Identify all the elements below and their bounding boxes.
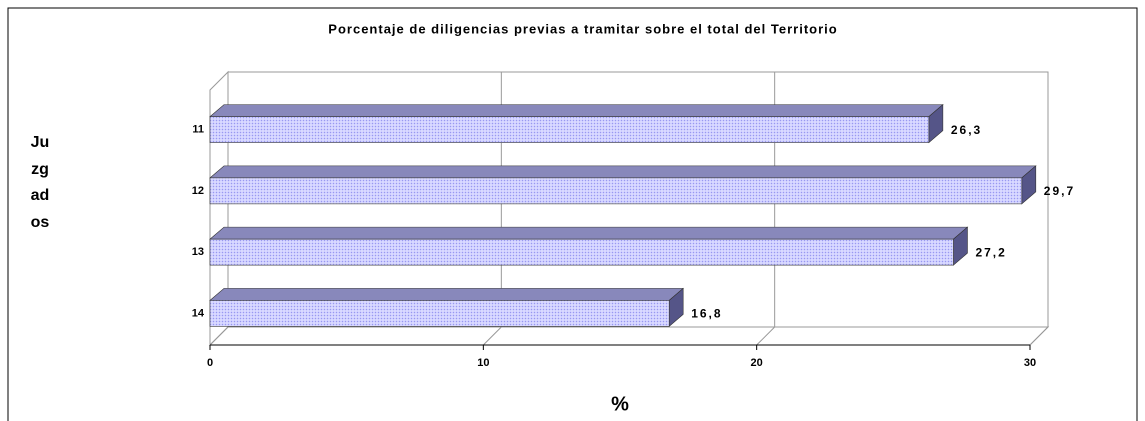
chart-title: Porcentaje de diligencias previas a tram… [328,21,837,36]
bar-top [209,288,685,301]
grid-line [482,326,502,346]
bar [209,300,670,327]
x-axis-title: % [611,393,629,415]
x-tick-label: 30 [1024,357,1036,369]
bar-top [209,165,1037,179]
grid-line [1029,326,1049,346]
bar [209,116,930,143]
y-tick-label: 12 [192,185,204,197]
y-axis-title: Juzgados [30,134,50,231]
frame [7,7,1138,421]
value-label: 29,7 [1044,184,1075,198]
grid-line [209,326,229,346]
floor [208,326,1050,346]
bar-top [209,104,944,117]
x-tick-label: 0 [207,357,213,369]
x-tick-label: 10 [477,357,489,369]
y-tick-label: 14 [192,307,205,319]
bar-top [209,226,969,240]
value-label: 26,3 [951,123,982,137]
y-tick-label: 11 [192,124,204,136]
value-label: 27,2 [975,245,1006,259]
y-tick-label: 13 [192,246,204,258]
x-tick-label: 20 [751,357,763,369]
value-label: 16,8 [691,307,722,321]
bar [209,177,1023,205]
grid-line [756,326,776,346]
bar [209,238,954,266]
